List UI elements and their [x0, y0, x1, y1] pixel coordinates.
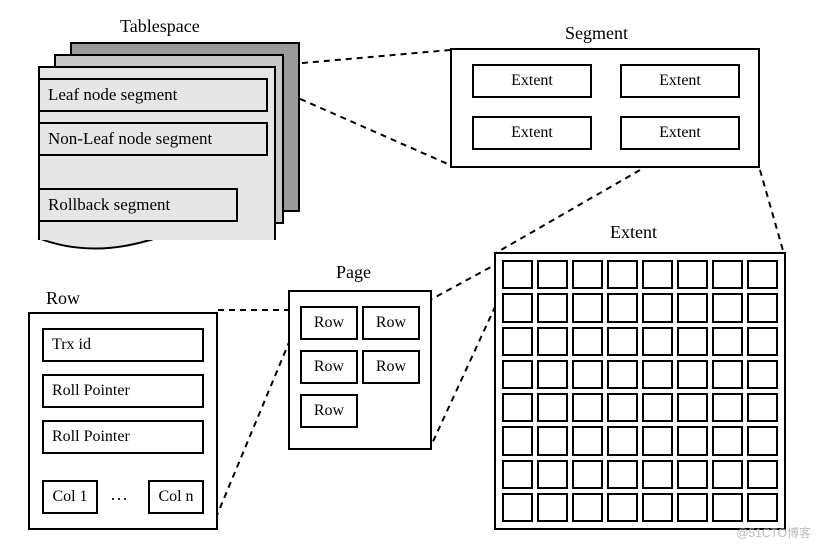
extent-cell: [607, 293, 638, 322]
extent-cell: [607, 493, 638, 522]
extent-cell: [537, 493, 568, 522]
extent-cell: [537, 327, 568, 356]
extent-cell: [537, 393, 568, 422]
extent-cell: [572, 426, 603, 455]
extent-cell: [502, 360, 533, 389]
extent-cell: [502, 393, 533, 422]
extent-cell: [677, 293, 708, 322]
extent-cell: [712, 426, 743, 455]
row-item-1: Roll Pointer: [42, 374, 204, 408]
segment-extent-3: Extent: [620, 116, 740, 150]
extent-cell: [572, 460, 603, 489]
segment-box: Extent Extent Extent Extent: [450, 48, 760, 168]
extent-cell: [607, 460, 638, 489]
extent-cell: [642, 493, 673, 522]
segment-title: Segment: [565, 23, 628, 44]
extent-cell: [747, 327, 778, 356]
extent-cell: [747, 426, 778, 455]
extent-cell: [502, 460, 533, 489]
extent-cell: [537, 426, 568, 455]
extent-cell: [747, 260, 778, 289]
extent-cell: [642, 460, 673, 489]
extent-cell: [572, 327, 603, 356]
segment-extent-2: Extent: [472, 116, 592, 150]
extent-cell: [642, 393, 673, 422]
extent-cell: [677, 327, 708, 356]
extent-cell: [747, 493, 778, 522]
extent-cell: [747, 460, 778, 489]
extent-cell: [712, 260, 743, 289]
row-item-0: Trx id: [42, 328, 204, 362]
extent-cell: [677, 426, 708, 455]
extent-cell: [677, 460, 708, 489]
extent-cell: [607, 393, 638, 422]
tablespace-title: Tablespace: [120, 16, 200, 37]
extent-cell: [747, 393, 778, 422]
extent-grid: [496, 254, 784, 528]
row-col-first: Col 1: [42, 480, 98, 514]
extent-cell: [712, 293, 743, 322]
extent-cell: [572, 493, 603, 522]
extent-title: Extent: [610, 222, 657, 243]
extent-cell: [572, 393, 603, 422]
row-title: Row: [46, 288, 80, 309]
extent-cell: [677, 493, 708, 522]
extent-cell: [642, 260, 673, 289]
page-row-4: Row: [300, 394, 358, 428]
extent-cell: [607, 360, 638, 389]
extent-cell: [712, 460, 743, 489]
extent-cell: [607, 260, 638, 289]
extent-cell: [502, 293, 533, 322]
extent-cell: [572, 260, 603, 289]
extent-cell: [607, 426, 638, 455]
segment-extent-0: Extent: [472, 64, 592, 98]
page-row-0: Row: [300, 306, 358, 340]
extent-cell: [677, 260, 708, 289]
extent-cell: [537, 460, 568, 489]
extent-cell: [572, 293, 603, 322]
tablespace-segment-2: Rollback segment: [38, 188, 238, 222]
extent-cell: [572, 360, 603, 389]
extent-cell: [712, 393, 743, 422]
extent-cell: [607, 327, 638, 356]
extent-cell: [502, 493, 533, 522]
extent-cell: [677, 393, 708, 422]
row-box: Trx id Roll Pointer Roll Pointer Col 1 ……: [28, 312, 218, 530]
segment-extent-1: Extent: [620, 64, 740, 98]
extent-cell: [642, 293, 673, 322]
extent-cell: [502, 260, 533, 289]
extent-cell: [712, 327, 743, 356]
tablespace-segment-0: Leaf node segment: [38, 78, 268, 112]
row-col-last: Col n: [148, 480, 204, 514]
extent-cell: [747, 360, 778, 389]
watermark: @51CTO博客: [736, 524, 811, 541]
page-title: Page: [336, 262, 371, 283]
page-box: Row Row Row Row Row: [288, 290, 432, 450]
row-col-ellipsis: …: [110, 484, 128, 505]
extent-cell: [537, 293, 568, 322]
page-row-1: Row: [362, 306, 420, 340]
extent-cell: [502, 426, 533, 455]
extent-cell: [642, 360, 673, 389]
extent-cell: [642, 327, 673, 356]
tablespace-segment-1: Non-Leaf node segment: [38, 122, 268, 156]
extent-box: [494, 252, 786, 530]
page-row-2: Row: [300, 350, 358, 384]
extent-cell: [712, 360, 743, 389]
row-item-2: Roll Pointer: [42, 420, 204, 454]
extent-cell: [537, 260, 568, 289]
extent-cell: [747, 293, 778, 322]
page-row-3: Row: [362, 350, 420, 384]
extent-cell: [642, 426, 673, 455]
extent-cell: [537, 360, 568, 389]
extent-cell: [677, 360, 708, 389]
extent-cell: [502, 327, 533, 356]
extent-cell: [712, 493, 743, 522]
